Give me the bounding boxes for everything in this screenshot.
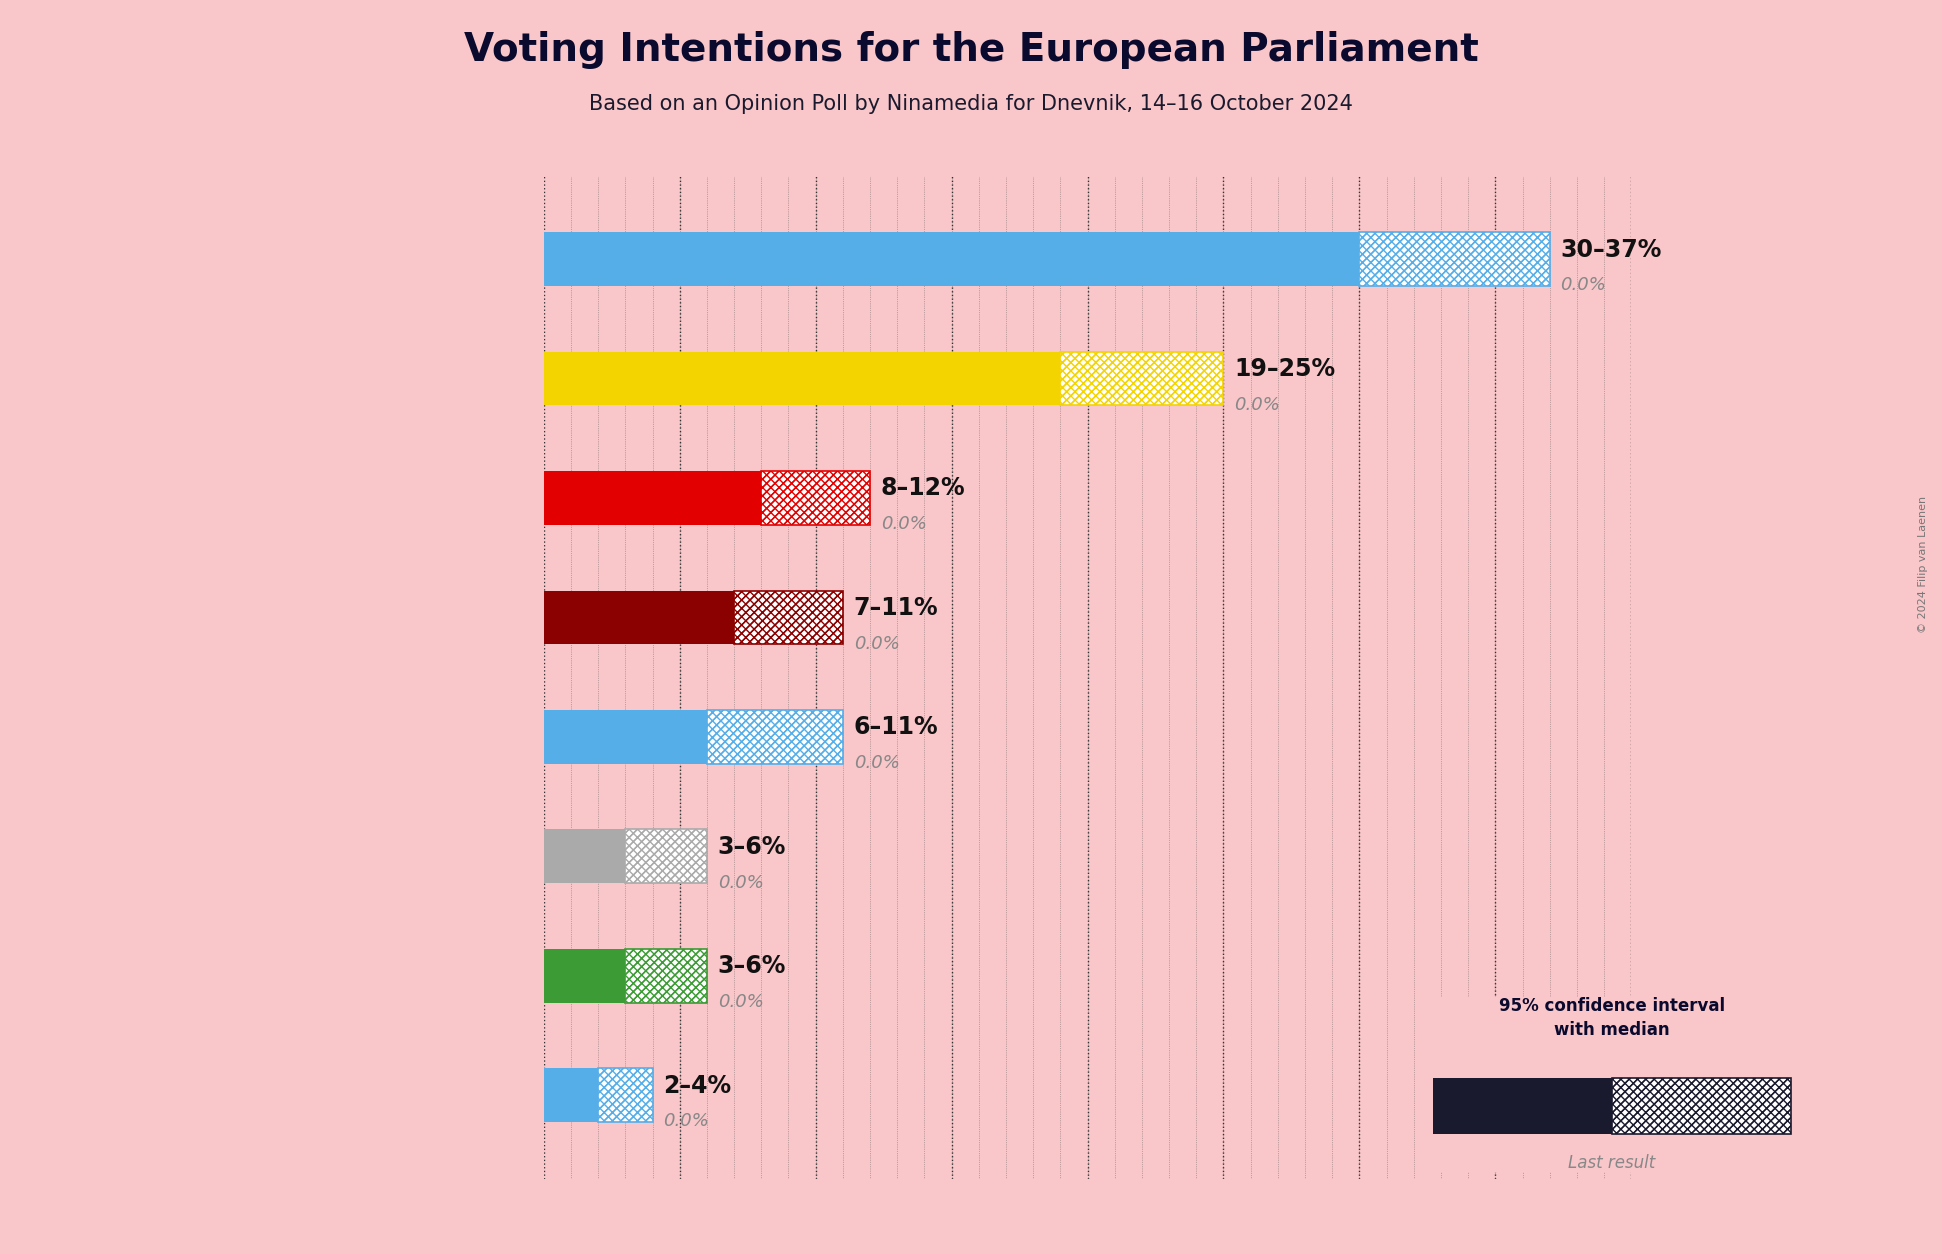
Bar: [544, 591, 734, 645]
Text: 3–6%: 3–6%: [719, 835, 787, 859]
Bar: [1060, 351, 1223, 405]
Bar: [544, 710, 707, 764]
Text: 2–4%: 2–4%: [664, 1073, 732, 1097]
Text: 0.0%: 0.0%: [882, 515, 926, 533]
Bar: [625, 949, 707, 1003]
Text: 3–6%: 3–6%: [719, 954, 787, 978]
Text: 0.0%: 0.0%: [1561, 276, 1606, 295]
Bar: [544, 472, 761, 525]
Bar: [1612, 1077, 1791, 1134]
Text: Voting Intentions for the European Parliament: Voting Intentions for the European Parli…: [464, 31, 1478, 69]
Bar: [544, 1068, 598, 1122]
Text: 95% confidence interval
with median: 95% confidence interval with median: [1499, 997, 1724, 1038]
Text: Last result: Last result: [1569, 1155, 1655, 1172]
Bar: [1359, 232, 1550, 286]
Bar: [734, 591, 843, 645]
Text: 0.0%: 0.0%: [854, 754, 899, 772]
Bar: [707, 710, 843, 764]
Text: 0.0%: 0.0%: [719, 874, 763, 892]
Text: 7–11%: 7–11%: [854, 596, 938, 619]
Bar: [707, 710, 843, 764]
Bar: [598, 1068, 653, 1122]
Bar: [544, 829, 625, 883]
Bar: [625, 949, 707, 1003]
Bar: [544, 351, 1060, 405]
Bar: [625, 829, 707, 883]
Bar: [544, 232, 1359, 286]
Text: Based on an Opinion Poll by Ninamedia for Dnevnik, 14–16 October 2024: Based on an Opinion Poll by Ninamedia fo…: [588, 94, 1354, 114]
Bar: [544, 949, 625, 1003]
Text: 8–12%: 8–12%: [882, 477, 965, 500]
Bar: [761, 472, 870, 525]
Bar: [1433, 1077, 1612, 1134]
Text: 0.0%: 0.0%: [664, 1112, 709, 1130]
Text: 0.0%: 0.0%: [719, 993, 763, 1011]
Bar: [1612, 1077, 1791, 1134]
Bar: [761, 472, 870, 525]
Bar: [734, 591, 843, 645]
Bar: [598, 1068, 653, 1122]
Bar: [1359, 232, 1550, 286]
Bar: [625, 829, 707, 883]
Text: 6–11%: 6–11%: [854, 715, 938, 740]
Text: 0.0%: 0.0%: [1235, 396, 1280, 414]
Text: 19–25%: 19–25%: [1235, 357, 1336, 381]
Text: 30–37%: 30–37%: [1561, 237, 1662, 262]
Text: 0.0%: 0.0%: [854, 635, 899, 653]
Bar: [1060, 351, 1223, 405]
Text: © 2024 Filip van Laenen: © 2024 Filip van Laenen: [1919, 495, 1928, 633]
